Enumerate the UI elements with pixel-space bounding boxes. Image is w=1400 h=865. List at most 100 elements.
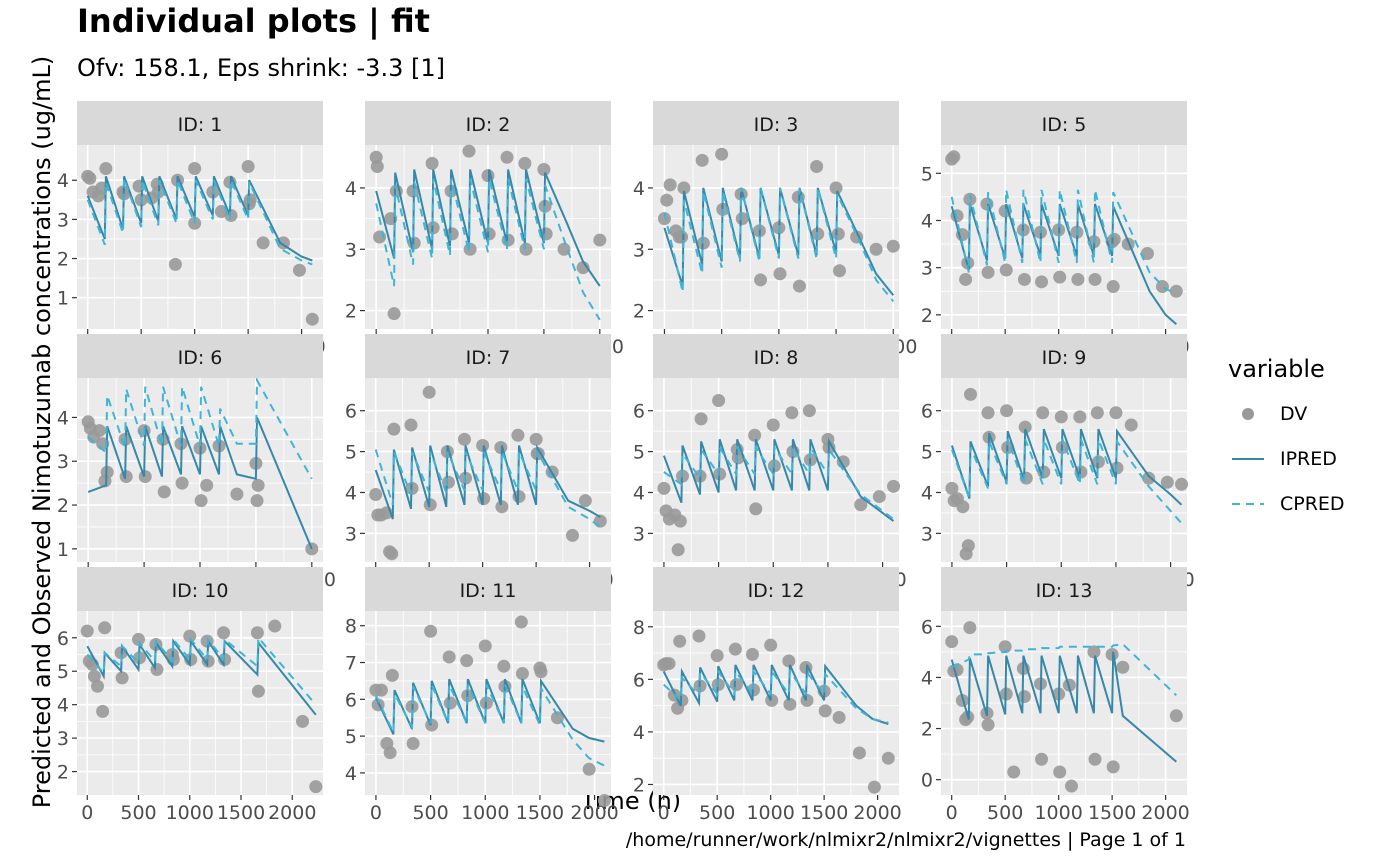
dv-point	[537, 163, 551, 177]
dv-point	[194, 494, 208, 508]
dv-point	[425, 156, 439, 170]
dv-point	[671, 543, 685, 557]
dv-point	[183, 629, 197, 643]
y-tick-label: 6	[345, 401, 357, 423]
y-tick-label: 3	[57, 728, 69, 750]
dv-point	[675, 230, 689, 244]
x-tick-label: 1000	[166, 802, 214, 824]
y-tick-label: 3	[921, 523, 933, 545]
dv-point	[168, 257, 182, 271]
dv-point	[385, 668, 399, 682]
dv-point	[715, 147, 729, 161]
x-tick-label: 500	[987, 802, 1023, 824]
panel-background	[77, 611, 323, 795]
dv-point	[83, 171, 97, 185]
y-tick-label: 6	[633, 401, 645, 423]
legend-item-dv: DV	[1228, 391, 1345, 436]
dv-point	[1007, 765, 1021, 779]
dv-point	[945, 635, 959, 649]
dv-point	[424, 624, 438, 638]
dv-point	[1071, 272, 1085, 286]
strip-background	[941, 334, 1187, 378]
dv-point	[132, 632, 145, 646]
dv-point	[519, 242, 533, 256]
x-tick-label: 0	[81, 802, 93, 824]
dv-point	[959, 272, 973, 286]
dv-point	[673, 514, 687, 528]
dv-point	[1018, 420, 1032, 434]
y-tick-label: 6	[633, 669, 645, 691]
dv-point	[518, 156, 532, 170]
facet-panel: ID: 30500100015002000234	[633, 101, 917, 358]
dv-point	[91, 679, 104, 693]
dv-point	[782, 654, 796, 668]
dv-point	[251, 684, 265, 698]
page-caption: /home/runner/work/nlmixr2/nlmixr2/vignet…	[625, 829, 1186, 851]
y-tick-label: 1	[57, 288, 69, 310]
dv-point	[457, 432, 471, 446]
x-tick-label: 1500	[217, 802, 265, 824]
dv-point	[305, 312, 319, 326]
dv-point	[869, 242, 883, 256]
strip-background	[77, 101, 323, 145]
dv-point	[1000, 404, 1014, 418]
y-tick-label: 8	[345, 616, 357, 638]
dv-point	[404, 418, 418, 432]
dv-point	[175, 476, 189, 490]
x-tick-label: 1000	[1034, 802, 1082, 824]
dv-point	[1106, 280, 1120, 294]
y-tick-label: 3	[345, 523, 357, 545]
dv-point	[1169, 284, 1183, 298]
dv-point	[783, 697, 797, 711]
dv-point	[98, 621, 112, 635]
dv-point	[947, 150, 961, 164]
dv-point	[514, 615, 528, 629]
x-tick-label: 2000	[1141, 802, 1189, 824]
dv-point	[886, 239, 900, 253]
dv-point	[565, 528, 579, 542]
facet-panel: ID: 12 0 500 1000 1500 2000 2 4 6 8	[633, 567, 902, 824]
x-tick-label: 0	[946, 802, 958, 824]
dv-point	[406, 736, 420, 750]
dv-point	[673, 634, 687, 648]
dv-point	[250, 626, 264, 640]
strip-label: ID: 9	[1042, 347, 1087, 369]
dv-point	[854, 498, 868, 512]
dv-point	[1054, 410, 1068, 424]
strip-background	[653, 101, 899, 145]
dv-point	[766, 418, 780, 432]
cpred-line	[86, 635, 317, 706]
y-tick-label: 2	[921, 305, 933, 327]
y-tick-label: 6	[57, 628, 69, 650]
dv-point	[250, 494, 264, 508]
y-tick-label: 4	[633, 178, 645, 200]
x-tick-label: 1500	[1088, 802, 1136, 824]
dv-point	[385, 547, 399, 561]
dv-point	[832, 710, 846, 724]
strip-background	[77, 567, 323, 611]
dv-point	[1090, 406, 1104, 420]
dv-point	[956, 500, 970, 514]
dv-point	[818, 704, 832, 718]
dv-point	[981, 265, 995, 279]
strip-label: ID: 12	[748, 580, 805, 602]
dv-point	[1035, 752, 1049, 766]
legend-title: variable	[1228, 355, 1325, 383]
dv-point	[829, 181, 843, 195]
legend: variable DV IPRED CPRED	[1228, 355, 1345, 526]
x-tick-label: 1000	[746, 802, 794, 824]
strip-label: ID: 7	[466, 347, 511, 369]
dv-point	[478, 639, 492, 653]
chart-title: Individual plots | fit	[77, 2, 430, 40]
y-tick-label: 4	[345, 482, 357, 504]
y-tick-label: 3	[633, 523, 645, 545]
facet-panel: ID: 20500100015002000234	[345, 101, 624, 358]
dv-point	[1140, 247, 1154, 261]
dv-point	[981, 718, 995, 732]
legend-key-solid-line-icon	[1232, 457, 1264, 460]
ipred-line	[87, 417, 313, 550]
y-tick-label: 5	[633, 442, 645, 464]
y-tick-label: 4	[921, 482, 933, 504]
panel-background	[941, 145, 1187, 329]
cpred-line	[374, 447, 601, 528]
